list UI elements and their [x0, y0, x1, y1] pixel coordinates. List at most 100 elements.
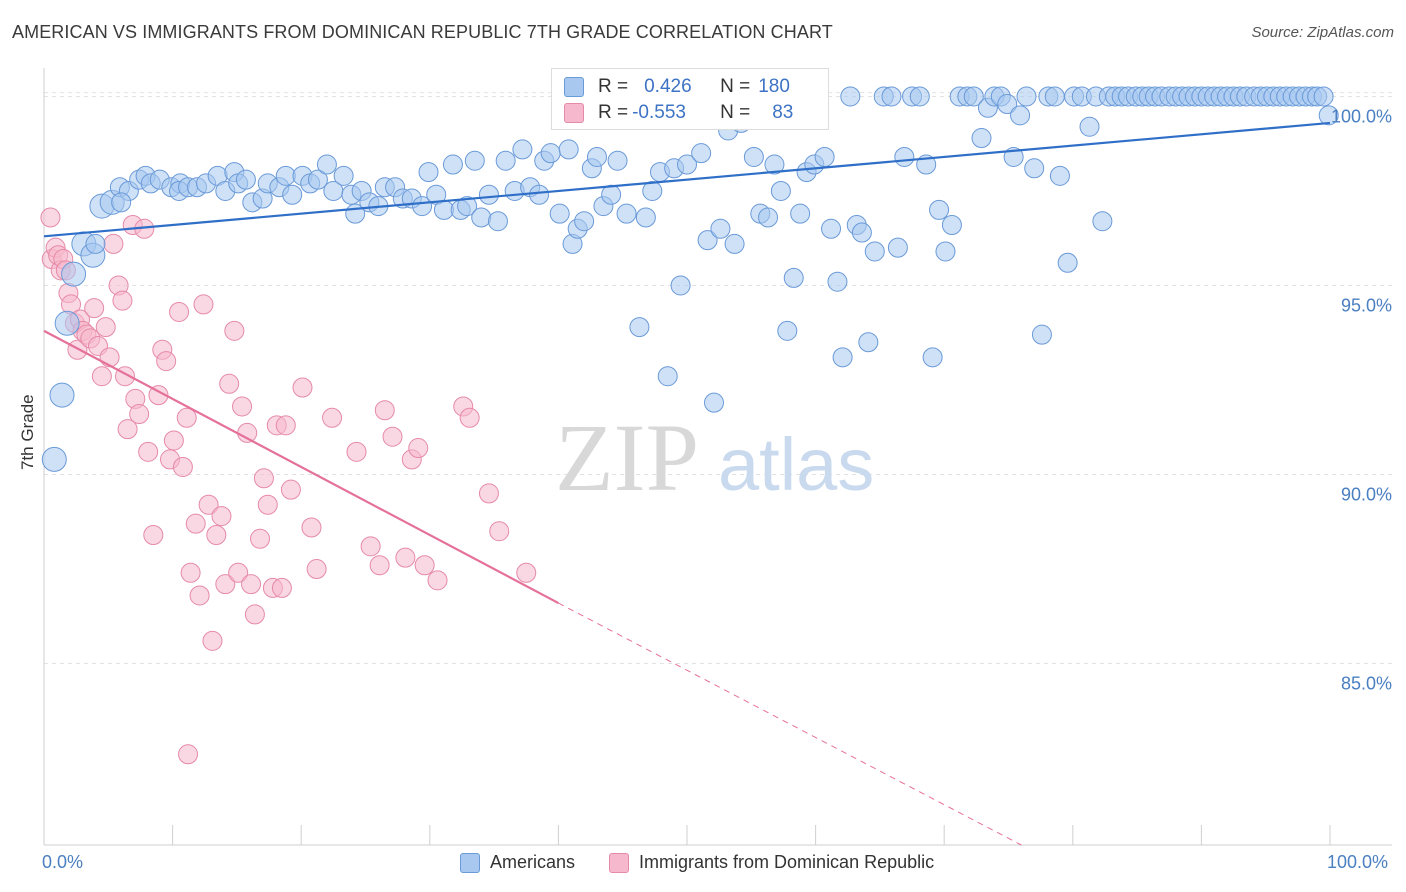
y-tick-label: 100.0% [1331, 106, 1392, 126]
americans-point [412, 196, 433, 217]
americans-point [697, 230, 718, 251]
americans-point [512, 139, 533, 160]
legend: Americans Immigrants from Dominican Repu… [460, 852, 968, 873]
americans-point [54, 310, 80, 336]
y-tick-label: 90.0% [1341, 485, 1392, 505]
dominican-point [275, 415, 296, 436]
dominican-point [306, 559, 327, 580]
watermark: ZIP atlas [555, 404, 874, 511]
dominican-point [292, 377, 313, 398]
americans-point [433, 199, 454, 220]
dominican-point [224, 320, 245, 341]
dominican-swatch [564, 103, 584, 123]
americans-point [549, 203, 570, 224]
dominican-point [84, 298, 105, 319]
americans-point [691, 143, 712, 164]
americans-trend-line [43, 121, 1331, 238]
americans-point [840, 86, 861, 107]
dominican-trend-extension [558, 602, 1022, 846]
americans-point [540, 143, 561, 164]
dominican-point [322, 407, 343, 428]
chart-title: AMERICAN VS IMMIGRANTS FROM DOMINICAN RE… [12, 22, 833, 42]
y-tick-labels: 100.0% 95.0% 90.0% 85.0% [1331, 106, 1392, 693]
stats-row-dominican: R = -0.553 N = 83 [564, 101, 793, 125]
source-label: Source: ZipAtlas.com [1251, 24, 1394, 41]
dominican-point [143, 525, 164, 545]
americans-point [111, 192, 132, 213]
dominican-point [185, 513, 206, 534]
watermark-atlas: atlas [718, 423, 874, 506]
dominican-point [253, 468, 274, 489]
legend-item-americans[interactable]: Americans [460, 852, 575, 873]
stats-legend-box: R = 0.426 N = 180 R = -0.553 N = 83 [551, 68, 829, 130]
americans-point [464, 150, 485, 171]
y-tick-label: 85.0% [1341, 674, 1392, 694]
americans-point [770, 180, 791, 201]
americans-point [790, 203, 811, 224]
americans-point [495, 150, 516, 171]
dominican-point [382, 426, 403, 447]
americans-point [1031, 324, 1052, 345]
dominican-point [489, 521, 510, 542]
legend-item-dominican[interactable]: Immigrants from Dominican Republic [609, 852, 934, 873]
americans-point [529, 184, 550, 205]
dominican-point [250, 528, 271, 549]
americans-point [827, 271, 848, 292]
dominican-point [280, 479, 301, 500]
dominican-point [198, 494, 219, 515]
americans-point [307, 169, 328, 190]
dominican-point [180, 562, 201, 583]
dominican-point [232, 396, 253, 417]
americans-point [657, 366, 678, 387]
americans-point [1044, 86, 1065, 107]
americans-point [941, 215, 962, 235]
dominican-point [206, 525, 227, 545]
dominican-point [271, 577, 292, 598]
x-axis-end-label: 100.0% [1327, 852, 1389, 872]
dominican-points [40, 207, 537, 765]
dominican-point [228, 562, 249, 583]
americans-point [710, 218, 731, 239]
americans-point [1024, 158, 1045, 179]
americans-point [777, 320, 798, 341]
americans-point [1318, 105, 1339, 126]
dominican-point [360, 536, 381, 557]
dominican-point [478, 483, 499, 504]
americans-point [85, 233, 106, 254]
americans-point [922, 347, 943, 368]
americans-point [1010, 105, 1031, 126]
stats-row-americans: R = 0.426 N = 180 [564, 75, 790, 99]
legend-label-dominican: Immigrants from Dominican Republic [639, 852, 935, 872]
dominican-point [112, 290, 133, 311]
americans-point [1092, 211, 1113, 232]
watermark-zip: ZIP [555, 404, 699, 511]
americans-point [821, 218, 842, 239]
americans-point [971, 128, 992, 149]
americans-point [642, 180, 663, 201]
dominican-point [40, 207, 61, 228]
americans-point [851, 222, 872, 243]
americans-point [616, 203, 637, 224]
americans-point [61, 261, 87, 287]
americans-point [333, 165, 354, 186]
dominican-point [117, 419, 138, 440]
dominican-point [219, 373, 240, 394]
dominican-point [163, 430, 184, 451]
americans-point [235, 169, 256, 190]
americans-point [881, 86, 902, 107]
americans-swatch [564, 77, 584, 97]
dominican-point [408, 438, 429, 459]
americans-point [783, 267, 804, 288]
r-label: R = [598, 102, 629, 123]
dominican-point [189, 585, 210, 606]
americans-point [1057, 252, 1078, 273]
americans-point [864, 241, 885, 262]
americans-point [635, 207, 656, 228]
americans-point [629, 317, 650, 338]
dominican-point [301, 517, 322, 538]
americans-point [471, 207, 492, 228]
dominican-point [95, 317, 116, 338]
dominican-point [178, 744, 199, 765]
dominican-point [103, 233, 124, 254]
